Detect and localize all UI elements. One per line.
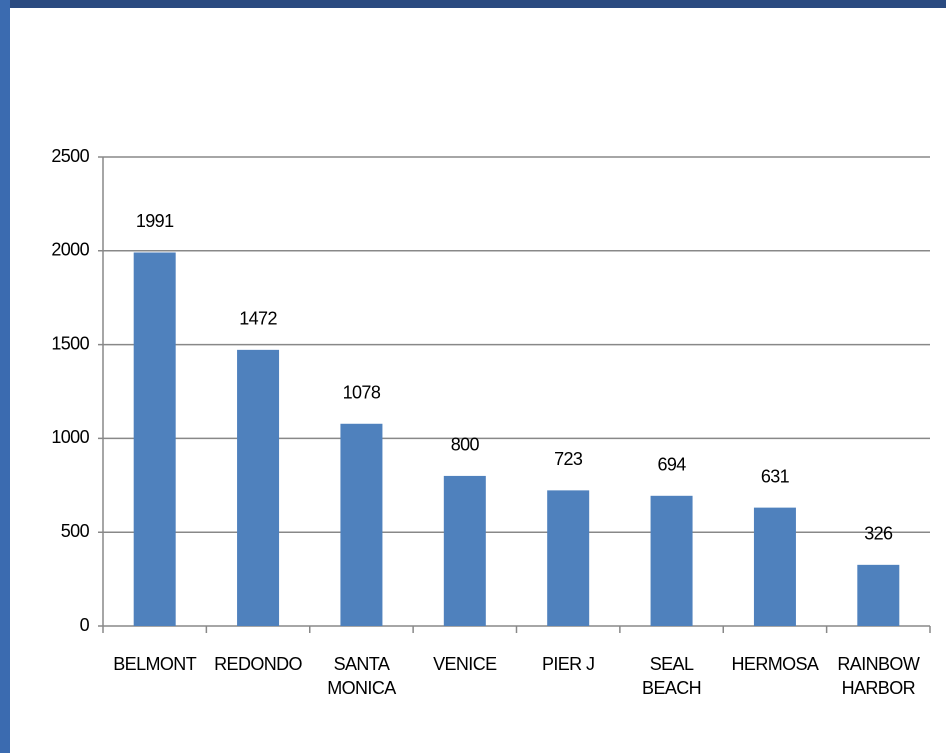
y-tick-label: 2500 [51,146,89,166]
y-tick-label: 0 [80,615,90,635]
bar [443,475,486,626]
frame-top [0,0,946,8]
bar [650,495,693,626]
y-tick-label: 1000 [51,427,89,447]
data-label: 326 [864,524,893,544]
bar [133,252,176,626]
bar [340,423,383,626]
x-tick-label: VENICE [433,654,497,674]
data-label: 1991 [136,211,174,231]
x-tick-label: PIER J [541,654,595,674]
bar [547,490,590,626]
data-label: 631 [761,466,790,486]
data-label: 1472 [239,309,277,329]
frame-left [0,0,10,753]
x-tick-label: HERMOSA [731,654,819,674]
x-tick-label: BELMONT [113,654,197,674]
data-label: 1078 [343,383,381,403]
x-tick-label: REDONDO [214,654,302,674]
bar [857,564,900,626]
x-tick-label: RAINBOW HARBOR [837,654,920,698]
y-tick-label: 1500 [51,333,89,353]
x-tick-label: SEAL BEACH [642,654,702,698]
bar [753,507,796,626]
x-tick-label: SANTA MONICA [327,654,396,698]
y-tick-label: 2000 [51,240,89,260]
data-label: 800 [451,435,480,455]
data-label: 694 [657,455,686,475]
y-tick-label: 500 [61,521,90,541]
bar [237,349,280,626]
data-label: 723 [554,449,583,469]
